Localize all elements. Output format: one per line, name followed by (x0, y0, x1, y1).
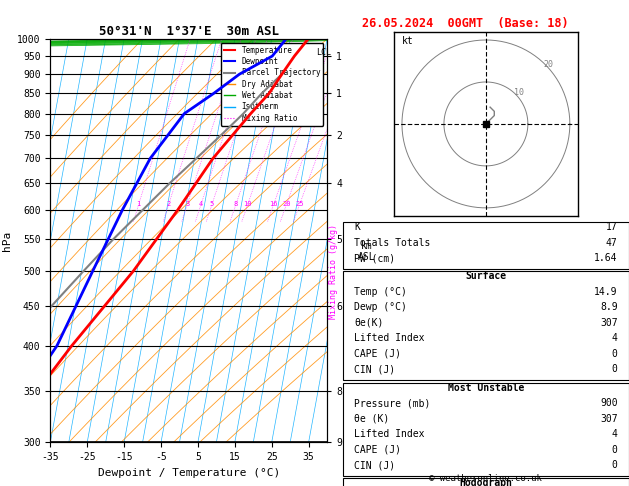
Bar (343, 222, 629, 269)
Text: CAPE (J): CAPE (J) (354, 349, 401, 359)
Title: 50°31'N  1°37'E  30m ASL: 50°31'N 1°37'E 30m ASL (99, 25, 279, 38)
Y-axis label: hPa: hPa (1, 230, 11, 251)
Text: θe (K): θe (K) (354, 414, 389, 424)
Text: Pressure (mb): Pressure (mb) (354, 398, 431, 408)
Text: 1.64: 1.64 (594, 253, 618, 263)
Text: 10: 10 (515, 88, 525, 97)
Text: CIN (J): CIN (J) (354, 364, 396, 374)
Legend: Temperature, Dewpoint, Parcel Trajectory, Dry Adiabat, Wet Adiabat, Isotherm, Mi: Temperature, Dewpoint, Parcel Trajectory… (221, 43, 323, 125)
Y-axis label: km
ASL: km ASL (358, 241, 376, 262)
Text: Hodograph: Hodograph (459, 478, 513, 486)
Text: 900: 900 (600, 398, 618, 408)
Text: θe(K): θe(K) (354, 318, 384, 328)
Text: 0: 0 (611, 445, 618, 454)
Text: 8.9: 8.9 (600, 302, 618, 312)
Text: 25: 25 (296, 202, 304, 208)
Text: 10: 10 (243, 202, 252, 208)
Text: 5: 5 (210, 202, 214, 208)
Text: Most Unstable: Most Unstable (448, 382, 524, 393)
Text: 26.05.2024  00GMT  (Base: 18): 26.05.2024 00GMT (Base: 18) (362, 17, 568, 30)
Text: Lifted Index: Lifted Index (354, 333, 425, 343)
Text: PW (cm): PW (cm) (354, 253, 396, 263)
Text: 17: 17 (606, 222, 618, 232)
Text: 47: 47 (606, 238, 618, 247)
Text: 4: 4 (199, 202, 203, 208)
Bar (343, 271, 629, 380)
Text: 0: 0 (611, 364, 618, 374)
Text: 14.9: 14.9 (594, 287, 618, 297)
Text: 20: 20 (543, 60, 553, 69)
Text: 4: 4 (611, 333, 618, 343)
Text: 8: 8 (234, 202, 238, 208)
Text: Mixing Ratio (g/kg): Mixing Ratio (g/kg) (329, 224, 338, 319)
Text: 3: 3 (185, 202, 189, 208)
Text: CAPE (J): CAPE (J) (354, 445, 401, 454)
Text: Totals Totals: Totals Totals (354, 238, 431, 247)
X-axis label: Dewpoint / Temperature (°C): Dewpoint / Temperature (°C) (97, 468, 280, 478)
Text: 307: 307 (600, 318, 618, 328)
Text: 20: 20 (282, 202, 291, 208)
Text: Temp (°C): Temp (°C) (354, 287, 407, 297)
Text: K: K (354, 222, 360, 232)
Text: 16: 16 (269, 202, 278, 208)
Text: LCL: LCL (316, 48, 331, 57)
Text: CIN (J): CIN (J) (354, 460, 396, 470)
Text: Surface: Surface (465, 271, 506, 281)
Text: 0: 0 (611, 460, 618, 470)
Text: © weatheronline.co.uk: © weatheronline.co.uk (430, 474, 542, 483)
Text: kt: kt (402, 36, 414, 46)
Text: 1: 1 (136, 202, 141, 208)
Bar (343, 478, 629, 486)
Text: Lifted Index: Lifted Index (354, 429, 425, 439)
Bar (343, 382, 629, 476)
Text: 4: 4 (611, 429, 618, 439)
Text: 307: 307 (600, 414, 618, 424)
Text: 2: 2 (167, 202, 171, 208)
Text: 0: 0 (611, 349, 618, 359)
Text: Dewp (°C): Dewp (°C) (354, 302, 407, 312)
